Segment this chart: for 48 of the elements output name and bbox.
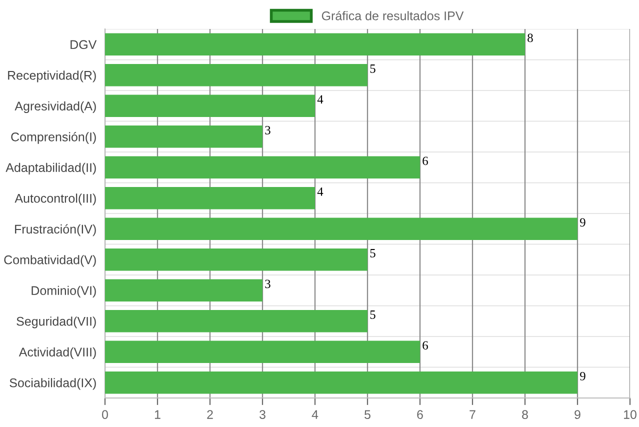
x-tick-label: 10	[624, 410, 636, 419]
data-label: 5	[370, 249, 376, 258]
x-tick-label: 1	[154, 410, 160, 419]
y-tick-label: Actividad(VIII)	[18, 347, 96, 359]
data-label: 9	[580, 372, 586, 380]
x-tick-label: 9	[574, 410, 580, 419]
y-tick-label: Frustración(IV)	[15, 224, 96, 236]
y-tick-label: Adaptabilidad(II)	[6, 162, 96, 174]
data-label: 6	[422, 156, 428, 166]
x-tick-label: 6	[417, 410, 423, 419]
y-tick-label: Receptividad(R)	[8, 70, 96, 82]
data-label: 6	[422, 341, 428, 350]
legend-label: Gráfica de resultados IPV	[322, 10, 464, 20]
bar	[105, 94, 315, 117]
bar	[105, 372, 578, 394]
x-tick-label: 2	[207, 410, 213, 419]
bar	[105, 156, 420, 178]
data-label: 4	[317, 188, 324, 196]
data-label: 5	[370, 64, 376, 73]
data-label: 4	[317, 95, 324, 104]
bar	[105, 310, 368, 332]
x-tick-label: 3	[260, 410, 266, 419]
x-tick-label: 0	[102, 410, 108, 419]
y-tick-label: Sociabilidad(IX)	[10, 378, 96, 390]
bar	[105, 64, 368, 86]
data-label: 9	[580, 218, 586, 227]
y-tick-label: Seguridad(VII)	[16, 316, 96, 328]
x-tick-label: 4	[312, 410, 318, 419]
data-label: 3	[265, 126, 270, 134]
bar	[105, 248, 368, 271]
y-tick-label: DGV	[70, 40, 97, 50]
x-tick-label: 8	[522, 410, 528, 419]
y-tick-label: Autocontrol(III)	[14, 194, 96, 206]
bar	[105, 340, 420, 363]
bar	[105, 187, 315, 210]
bar	[105, 218, 578, 240]
bar	[105, 126, 262, 148]
bar	[105, 33, 525, 56]
y-tick-label: Comprensión(I)	[11, 132, 96, 144]
data-label: 8	[528, 34, 533, 42]
data-label: 5	[370, 310, 376, 319]
y-tick-label: Dominio(VI)	[32, 286, 96, 298]
y-tick-label: Agresividad(A)	[14, 101, 96, 113]
bar	[105, 279, 262, 302]
x-tick-label: 5	[364, 410, 370, 419]
x-tick-label: 7	[470, 410, 476, 419]
y-tick-label: Combatividad(V)	[4, 255, 96, 267]
data-label: 3	[265, 280, 270, 288]
